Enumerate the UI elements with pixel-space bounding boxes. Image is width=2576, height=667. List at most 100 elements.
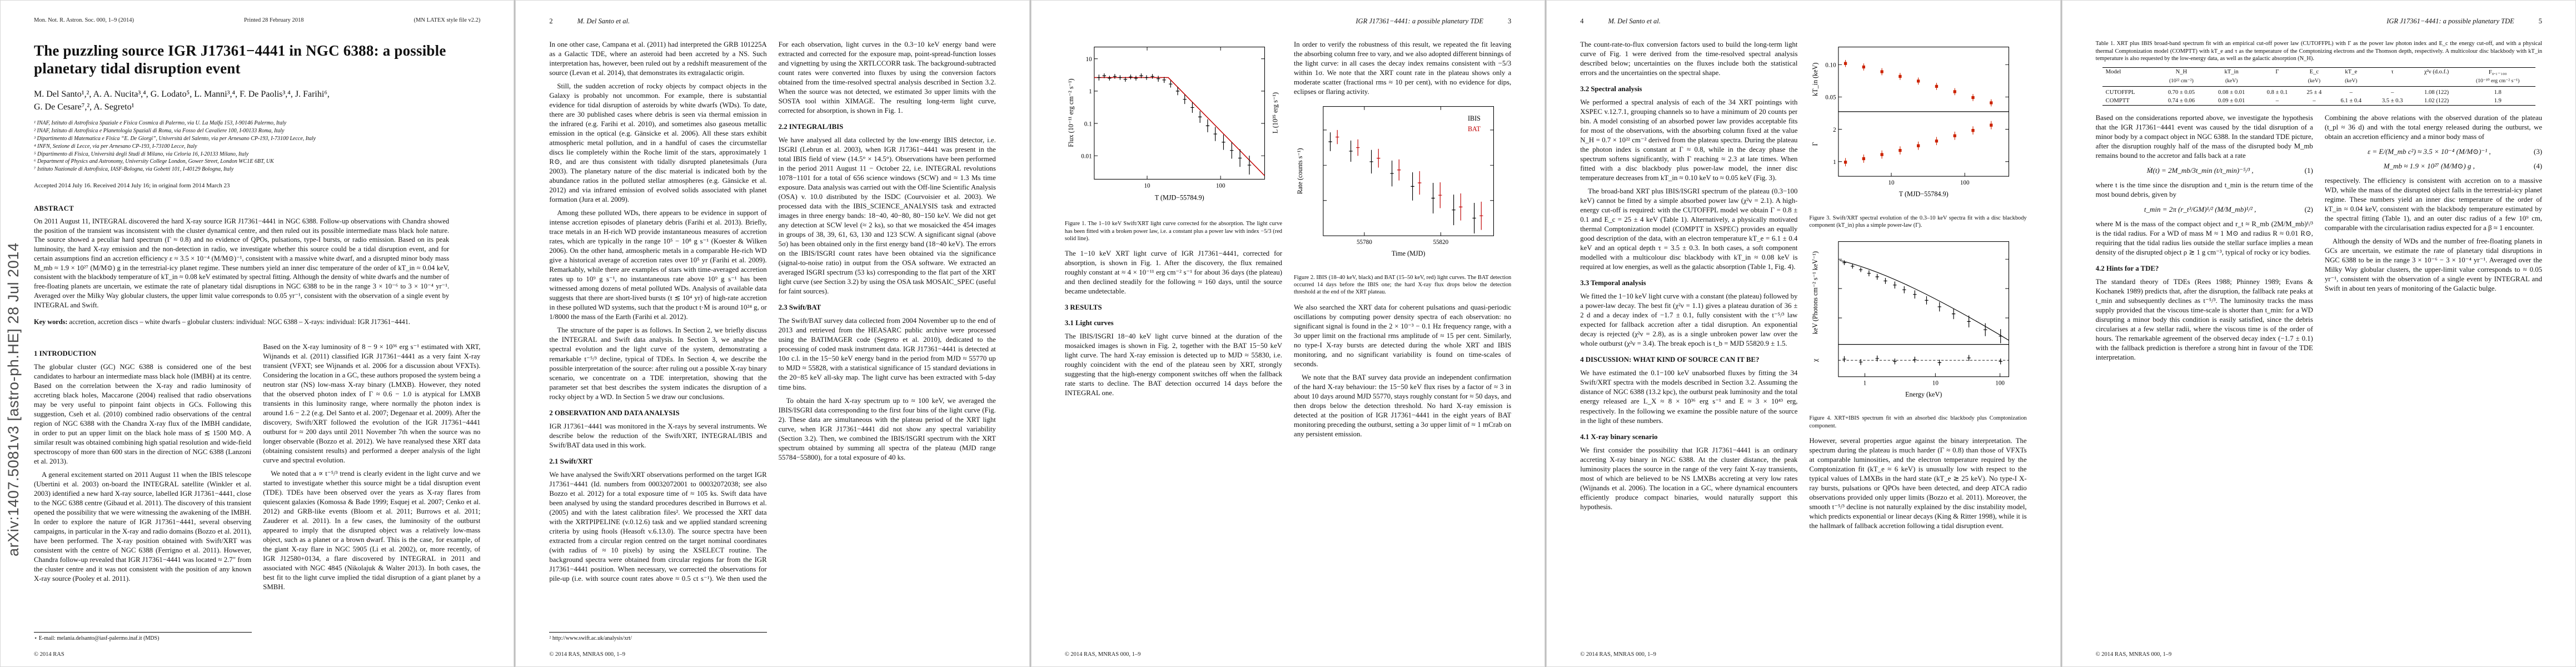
body-paragraph: Based on the X-ray luminosity of 8 − 9 ×… xyxy=(263,342,481,465)
figure-1-caption: Figure 1. The 1–10 keV Swift/XRT light c… xyxy=(1064,221,1283,242)
page-footer: © 2014 RAS xyxy=(34,651,64,658)
equation-body: Ṁ(t) = 2M_mb/3t_min (t/t_min)⁻⁵/³ , xyxy=(2146,166,2254,175)
subsection-heading-temporal-analysis: 3.3 Temporal analysis xyxy=(1580,279,1646,287)
subsection-heading-xray-binary: 4.1 X-ray binary scenario xyxy=(1580,432,1658,441)
figure-1-plot: 10 100 10 1 0.1 0.01 T (MJD−55784.9) Flu… xyxy=(1067,47,1279,201)
legend-bat: BAT xyxy=(1468,125,1481,133)
body-paragraph: The structure of the paper is as follows… xyxy=(549,326,767,401)
left-column: Based on the considerations reported abo… xyxy=(2096,113,2313,583)
x-axis-label: T (MJD−55784.9) xyxy=(1155,193,1204,201)
body-paragraph: The IBIS/ISGRI 18−40 keV light curve bin… xyxy=(1064,332,1283,397)
body-paragraph: To obtain the hard X-ray spectrum up to … xyxy=(778,396,996,461)
figure-3-caption: Figure 3. Swift/XRT spectral evolution o… xyxy=(1809,215,2027,228)
authors-line-1: M. Del Santo¹,², A. A. Nucita³,⁴, G. Lod… xyxy=(34,89,330,99)
right-column: Combining the above relations with the o… xyxy=(2325,113,2542,583)
journal-header: Mon. Not. R. Astron. Soc. 000, 1–9 (2014… xyxy=(34,17,480,23)
running-head: 4 M. Del Santo et al. xyxy=(1580,17,2026,26)
figure-2-plot: IBIS BAT 55780 55820 Time (MJD) Rate (co… xyxy=(1296,106,1494,257)
y-tick-label: 2 xyxy=(1833,127,1837,133)
right-column: For each observation, light curves in th… xyxy=(779,40,996,628)
body-paragraph: We noted that a ∝ t⁻⁵/³ trend is clearly… xyxy=(263,470,481,591)
equation-number: (3) xyxy=(2533,147,2543,156)
y-tick-label: 0.01 xyxy=(1081,153,1092,160)
affiliation-line: ⁴ INFN, Sezione di Lecce, via per Arnesa… xyxy=(34,143,197,150)
x-axis-label: Time (MJD) xyxy=(1392,250,1426,257)
body-paragraph: where M is the mass of the compact objec… xyxy=(2095,220,2313,256)
column-unit: (keV) xyxy=(2298,76,2331,87)
table-1: Model N_H kT_in Γ E_c kT_e τ χ²ν (d.o.f.… xyxy=(2102,67,2535,106)
section-heading-observations: 2 OBSERVATION AND DATA ANALYSIS xyxy=(549,409,680,417)
table-cell: 6.1 ± 0.4 xyxy=(2340,97,2362,104)
column-unit: (10²² cm⁻²) xyxy=(2156,76,2207,87)
body-paragraph: The globular cluster (GC) NGC 6388 is co… xyxy=(34,362,252,466)
table-cell: – xyxy=(2313,97,2316,104)
equation-1: Ṁ(t) = 2M_mb/3t_min (t/t_min)⁻⁵/³ , (1) xyxy=(2096,166,2313,175)
column-unit xyxy=(2256,76,2298,87)
affiliation-line: ⁵ Dipartimento di Fisica, Università deg… xyxy=(34,151,249,157)
body-paragraph: We have analysed the Swift/XRT observati… xyxy=(549,470,767,585)
x-tick-label: 100 xyxy=(1216,182,1225,189)
equation-4: M_mb ≈ 1.9 × 10²⁷ (M/M⊙) g , (4) xyxy=(2325,162,2542,171)
section-heading-discussion: 4 DISCUSSION: WHAT KIND OF SOURCE CAN IT… xyxy=(1580,356,1760,364)
column-header: kT_in xyxy=(2224,69,2239,76)
subsection-heading-swift-xrt: 2.1 Swift/XRT xyxy=(549,457,593,465)
y-axis-label: keV (Photons cm⁻² s⁻¹ keV⁻¹) xyxy=(1811,251,1819,334)
page-footer: © 2014 RAS, MNRAS 000, 1–9 xyxy=(549,651,626,658)
body-paragraph: We first consider the possibility that I… xyxy=(1580,446,1798,511)
two-column-body: 1 INTRODUCTION The globular cluster (GC)… xyxy=(34,342,480,608)
table-cell: 0.8 ± 0.1 xyxy=(2266,89,2288,96)
affiliation-line: ² INAF, Istituto di Astrofisica e Planet… xyxy=(34,128,285,135)
keywords: Key words: accretion, accretion discs – … xyxy=(34,317,449,326)
right-column: Based on the X-ray luminosity of 8 − 9 ×… xyxy=(263,342,480,608)
ibis-data-points xyxy=(1328,132,1476,234)
plot-frame-residuals xyxy=(1838,344,2010,377)
page-4: 4 M. Del Santo et al. The count-rate-to-… xyxy=(1546,0,2061,667)
data-points xyxy=(1097,73,1251,175)
column-header: Γ xyxy=(2275,69,2279,76)
right-column: 0.10 0.05 2 1 10 100 T (MJD−55784.9) kT_… xyxy=(1809,40,2027,628)
axis-ticks xyxy=(1323,106,1494,236)
residual-points xyxy=(1842,355,2003,366)
email-footnote: ⋆ E-mail: melania.delsanto@iasf-palermo.… xyxy=(34,632,252,642)
authors-line-2: G. De Cesare⁷,², A. Segreto¹ xyxy=(34,102,134,112)
legend-ibis: IBIS xyxy=(1468,115,1481,122)
y-tick-label: 10 xyxy=(1085,56,1092,63)
table-cell: CUTOFFPL xyxy=(2105,89,2135,96)
table-cell: – xyxy=(2349,89,2353,96)
body-paragraph: Although the density of WDs and the numb… xyxy=(2324,237,2543,292)
body-paragraph: Based on the considerations reported abo… xyxy=(2095,113,2313,160)
y-axis-label: Rate (counts s⁻¹) xyxy=(1296,148,1304,195)
subsection-heading-spectral-analysis: 3.2 Spectral analysis xyxy=(1580,85,1642,93)
column-unit xyxy=(2371,76,2413,87)
figure-4: 1 10 100 Energy (keV) keV (Photons cm⁻² … xyxy=(1809,236,2027,430)
body-paragraph: For each observation, light curves in th… xyxy=(778,41,996,115)
page-1: arXiv:1407.5081v3 [astro-ph.HE] 28 Jul 2… xyxy=(0,0,515,667)
y-tick-label: 0.05 xyxy=(1826,94,1837,101)
body-paragraph: We also searched the XRT data for cohere… xyxy=(1294,303,1512,368)
page-footer: © 2014 RAS, MNRAS 000, 1–9 xyxy=(1064,651,1141,658)
y-axis-label-bottom: Γ xyxy=(1811,142,1819,146)
y-axis-label: Flux (10⁻¹¹ erg cm⁻² s⁻¹) xyxy=(1067,78,1075,147)
axis-ticks xyxy=(1094,47,1265,180)
keywords-text: accretion, accretion discs – white dwarf… xyxy=(69,318,410,326)
left-column: 1 INTRODUCTION The globular cluster (GC)… xyxy=(34,342,251,608)
url-footnote: ² http://www.swift.ac.uk/analysis/xrt/ xyxy=(549,632,768,642)
y-axis-label-top: kT_in (keV) xyxy=(1811,63,1819,96)
equation-number: (2) xyxy=(2304,205,2313,213)
table-cell: 0.09 ± 0.01 xyxy=(2218,97,2245,104)
page-5: IGR J17361−4441: a possible planetary TD… xyxy=(2061,0,2576,667)
affiliation-line: ⁷ Istituto Nazionale di Astrofisica, IAS… xyxy=(34,166,234,173)
column-header: kT_e xyxy=(2345,69,2358,76)
table-1-caption: Table 1. XRT plus IBIS broad-band spectr… xyxy=(2095,41,2543,62)
table-cell: 1.08 (122) xyxy=(2424,89,2449,96)
subsection-heading-tde-hints: 4.2 Hints for a TDE? xyxy=(2095,264,2159,272)
table-cell: 1.9 xyxy=(2494,97,2502,104)
residual-axis-label: χ xyxy=(1811,359,1819,362)
y-tick-label: 0.1 xyxy=(1084,121,1092,127)
body-paragraph: However, several properties argue agains… xyxy=(1809,437,2027,530)
paper-title: The puzzling source IGR J17361−4441 in N… xyxy=(34,42,446,77)
body-paragraph: A general excitement started on 2011 Aug… xyxy=(34,471,252,583)
equation-body: ε = E/(M_mb c²) ≈ 3.5 × 10⁻⁴ (M/M⊙)⁻¹ , xyxy=(2368,147,2491,156)
column-unit: (keV) xyxy=(2330,76,2372,87)
plot-frame-bottom xyxy=(1838,111,2010,177)
